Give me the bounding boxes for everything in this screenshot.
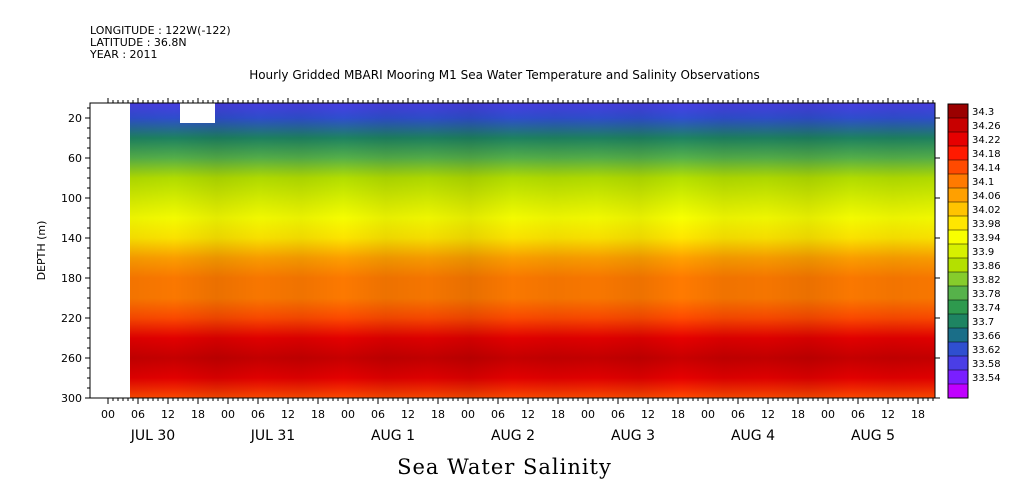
colorbar-label: 33.54: [972, 373, 1001, 384]
missing-data-area: [180, 103, 215, 123]
colorbar-swatch: [948, 272, 968, 287]
colorbar-label: 34.3: [972, 107, 994, 118]
x-tick-label: 18: [431, 408, 445, 421]
colorbar-swatch: [948, 286, 968, 301]
missing-data-area: [90, 103, 130, 398]
y-tick-label: 260: [61, 352, 82, 365]
colorbar-label: 34.02: [972, 205, 1001, 216]
x-tick-label: 06: [731, 408, 745, 421]
x-tick-label: 18: [791, 408, 805, 421]
chart-title: Hourly Gridded MBARI Mooring M1 Sea Wate…: [249, 68, 760, 82]
colorbar-label: 34.22: [972, 135, 1001, 146]
x-tick-label: 00: [581, 408, 595, 421]
x-day-label: AUG 2: [491, 428, 535, 444]
colorbar-swatch: [948, 202, 968, 217]
x-tick-label: 06: [851, 408, 865, 421]
x-tick-label: 18: [551, 408, 565, 421]
x-tick-label: 12: [881, 408, 895, 421]
x-tick-label: 06: [251, 408, 265, 421]
colorbar-label: 33.78: [972, 289, 1001, 300]
x-tick-label: 12: [521, 408, 535, 421]
colorbar-swatch: [948, 314, 968, 329]
colorbar-label: 33.58: [972, 359, 1001, 370]
colorbar-swatch: [948, 342, 968, 357]
colorbar-label: 33.94: [972, 233, 1001, 244]
colorbar-swatch: [948, 146, 968, 161]
colorbar-label: 33.98: [972, 219, 1001, 230]
y-tick-label: 220: [61, 312, 82, 325]
x-tick-label: 12: [761, 408, 775, 421]
x-day-label: JUL 31: [250, 428, 295, 444]
x-tick-label: 12: [161, 408, 175, 421]
y-tick-label: 180: [61, 272, 82, 285]
colorbar-swatch: [948, 132, 968, 147]
x-tick-label: 00: [461, 408, 475, 421]
colorbar-label: 33.9: [972, 247, 994, 258]
x-day-label: AUG 3: [611, 428, 655, 444]
colorbar-swatch: [948, 258, 968, 273]
salinity-variability: [90, 103, 935, 398]
x-tick-label: 18: [911, 408, 925, 421]
colorbar-label: 34.14: [972, 163, 1001, 174]
colorbar-label: 33.86: [972, 261, 1001, 272]
colorbar-label: 33.74: [972, 303, 1001, 314]
colorbar-label: 34.1: [972, 177, 994, 188]
x-tick-label: 12: [401, 408, 415, 421]
colorbar-frame: [947, 103, 969, 399]
x-tick-label: 00: [221, 408, 235, 421]
x-tick-label: 00: [101, 408, 115, 421]
x-day-label: AUG 4: [731, 428, 775, 444]
y-tick-label: 100: [61, 192, 82, 205]
colorbar-label: 33.7: [972, 317, 994, 328]
colorbar-label: 34.26: [972, 121, 1001, 132]
y-axis-label: DEPTH (m): [35, 221, 48, 281]
x-tick-label: 18: [191, 408, 205, 421]
colorbar-swatch: [948, 384, 968, 399]
latitude-label: LATITUDE : 36.8N: [90, 36, 187, 49]
colorbar-label: 33.82: [972, 275, 1001, 286]
x-tick-label: 06: [131, 408, 145, 421]
x-day-label: AUG 5: [851, 428, 895, 444]
x-tick-label: 06: [611, 408, 625, 421]
x-tick-label: 06: [491, 408, 505, 421]
colorbar-swatch: [948, 118, 968, 133]
y-tick-label: 20: [68, 112, 82, 125]
colorbar-label: 34.18: [972, 149, 1001, 160]
colorbar-swatch: [948, 216, 968, 231]
x-tick-label: 00: [341, 408, 355, 421]
colorbar-swatch: [948, 328, 968, 343]
x-tick-label: 06: [371, 408, 385, 421]
colorbar-swatch: [948, 244, 968, 259]
colorbar-swatch: [948, 104, 968, 119]
colorbar-swatch: [948, 230, 968, 245]
x-tick-label: 12: [281, 408, 295, 421]
x-tick-label: 18: [671, 408, 685, 421]
x-tick-label: 00: [701, 408, 715, 421]
x-tick-label: 00: [821, 408, 835, 421]
y-tick-label: 300: [61, 392, 82, 405]
longitude-label: LONGITUDE : 122W(-122): [90, 24, 231, 37]
colorbar-swatch: [948, 356, 968, 371]
y-tick-label: 60: [68, 152, 82, 165]
colorbar-swatch: [948, 188, 968, 203]
colorbar-swatch: [948, 174, 968, 189]
x-day-label: AUG 1: [371, 428, 415, 444]
y-tick-label: 140: [61, 232, 82, 245]
x-tick-label: 12: [641, 408, 655, 421]
variable-title: Sea Water Salinity: [397, 455, 612, 479]
year-label: YEAR : 2011: [90, 48, 158, 61]
colorbar-swatch: [948, 370, 968, 385]
colorbar-label: 34.06: [972, 191, 1001, 202]
colorbar-label: 33.62: [972, 345, 1001, 356]
colorbar-swatch: [948, 160, 968, 175]
colorbar-swatch: [948, 300, 968, 315]
colorbar-label: 33.66: [972, 331, 1001, 342]
x-tick-label: 18: [311, 408, 325, 421]
x-day-label: JUL 30: [130, 428, 175, 444]
